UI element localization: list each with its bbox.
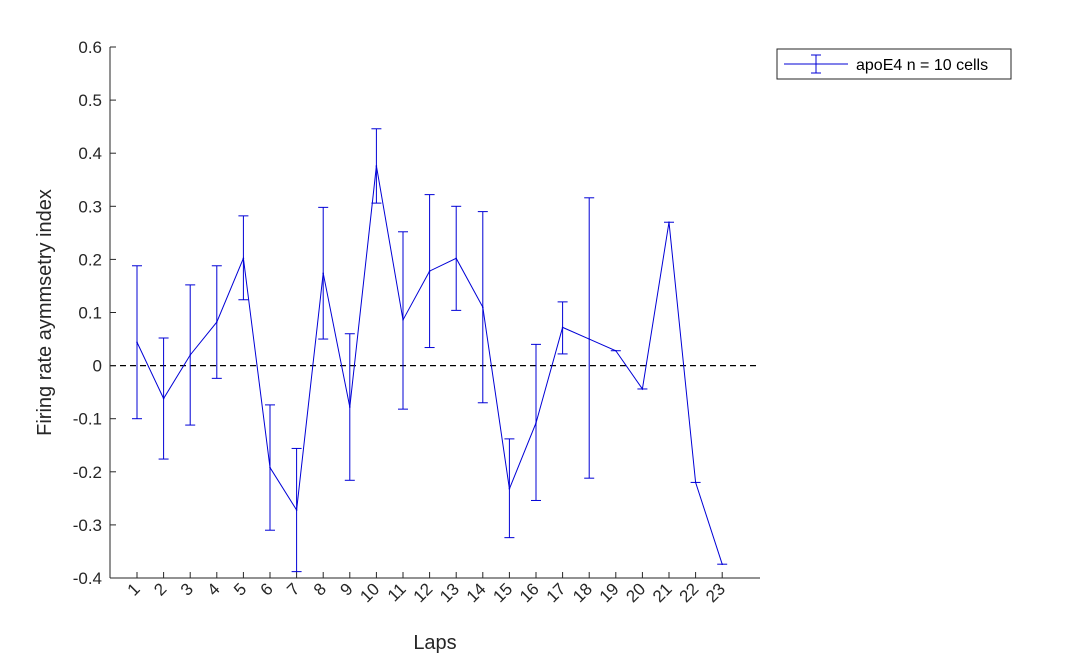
error-bar — [584, 197, 595, 479]
data-point — [189, 354, 191, 356]
x-tick-label: 14 — [463, 579, 490, 606]
x-tick-label: 16 — [516, 579, 543, 606]
data-point — [455, 257, 458, 260]
data-point — [641, 388, 644, 390]
data-point — [162, 397, 165, 400]
x-tick-label: 17 — [543, 579, 570, 606]
x-tick-label: 10 — [356, 579, 383, 606]
x-tick-label: 22 — [676, 579, 703, 606]
x-tick-label: 1 — [124, 579, 144, 599]
data-point — [295, 509, 298, 511]
x-tick-label: 9 — [336, 579, 356, 599]
y-tick-label: 0.2 — [78, 250, 102, 269]
y-tick-label: 0.3 — [78, 197, 102, 216]
x-tick-label: 12 — [410, 579, 437, 606]
legend-errorbar-symbol — [784, 54, 848, 74]
y-ticks: -0.4 -0.3 -0.2 -0.1 0 0.1 0.2 0.3 0.4 0.5 0.6 — [73, 38, 116, 588]
x-tick-label: 3 — [177, 579, 197, 599]
data-point — [216, 321, 218, 323]
axes — [109, 47, 760, 579]
y-tick-label: 0.5 — [78, 91, 102, 110]
x-tick-label: 6 — [257, 579, 277, 599]
data-point — [482, 306, 484, 308]
x-tick-label: 2 — [150, 579, 170, 599]
x-tick-label: 4 — [203, 579, 223, 599]
data-point — [588, 338, 590, 340]
x-tick-label: 15 — [489, 579, 516, 606]
data-point — [615, 349, 617, 352]
data-point — [561, 326, 564, 329]
data-point — [668, 221, 670, 224]
y-tick-label: 0.1 — [78, 304, 102, 323]
data-point — [721, 563, 723, 565]
data-point — [349, 406, 351, 408]
x-tick-label: 19 — [596, 579, 623, 606]
data-point — [694, 481, 697, 484]
data-point — [242, 257, 245, 260]
x-tick-label: 8 — [310, 579, 330, 599]
x-tick-label: 13 — [436, 579, 463, 606]
x-tick-label: 11 — [384, 579, 410, 605]
x-tick-label: 23 — [702, 579, 729, 606]
y-tick-label: 0.6 — [78, 38, 102, 57]
data-point — [322, 272, 325, 275]
x-axis-title: Laps — [413, 632, 456, 654]
data-point — [535, 422, 537, 424]
y-tick-label: -0.3 — [73, 516, 102, 535]
data-point — [269, 466, 271, 469]
y-axis-title: Firing rate aymmsetry index — [34, 189, 56, 436]
data-point — [375, 165, 378, 167]
x-tick-label: 20 — [622, 579, 649, 606]
y-tick-label: 0 — [93, 357, 102, 376]
x-tick-label: 5 — [230, 579, 250, 599]
legend[interactable]: apoE4 n = 10 cells — [776, 48, 1012, 80]
x-tick-label: 18 — [569, 579, 596, 606]
x-ticks: 1 2 3 4 5 6 7 8 9 10 11 12 13 14 15 16 17 18 19 20 21 22 23 — [124, 572, 729, 606]
series-layer — [132, 128, 728, 573]
y-tick-label: 0.4 — [78, 144, 102, 163]
x-tick-label: 21 — [649, 579, 676, 606]
y-tick-label: -0.4 — [73, 569, 102, 588]
data-point — [402, 319, 404, 321]
legend-entry-label: apoE4 n = 10 cells — [856, 57, 988, 74]
y-tick-label: -0.2 — [73, 463, 102, 482]
data-point — [428, 270, 431, 272]
y-tick-label: -0.1 — [73, 410, 102, 429]
data-point — [508, 487, 511, 490]
data-point — [136, 341, 138, 344]
x-tick-label: 7 — [283, 579, 303, 599]
